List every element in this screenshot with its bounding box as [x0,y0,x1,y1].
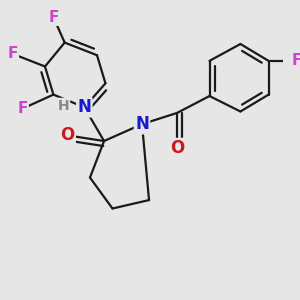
Text: F: F [17,101,28,116]
Text: F: F [292,53,300,68]
Text: N: N [135,115,149,133]
Text: N: N [77,98,91,116]
Text: H: H [57,99,69,113]
Text: O: O [60,126,75,144]
Text: F: F [8,46,18,61]
Text: O: O [170,139,184,157]
Text: F: F [48,10,59,25]
